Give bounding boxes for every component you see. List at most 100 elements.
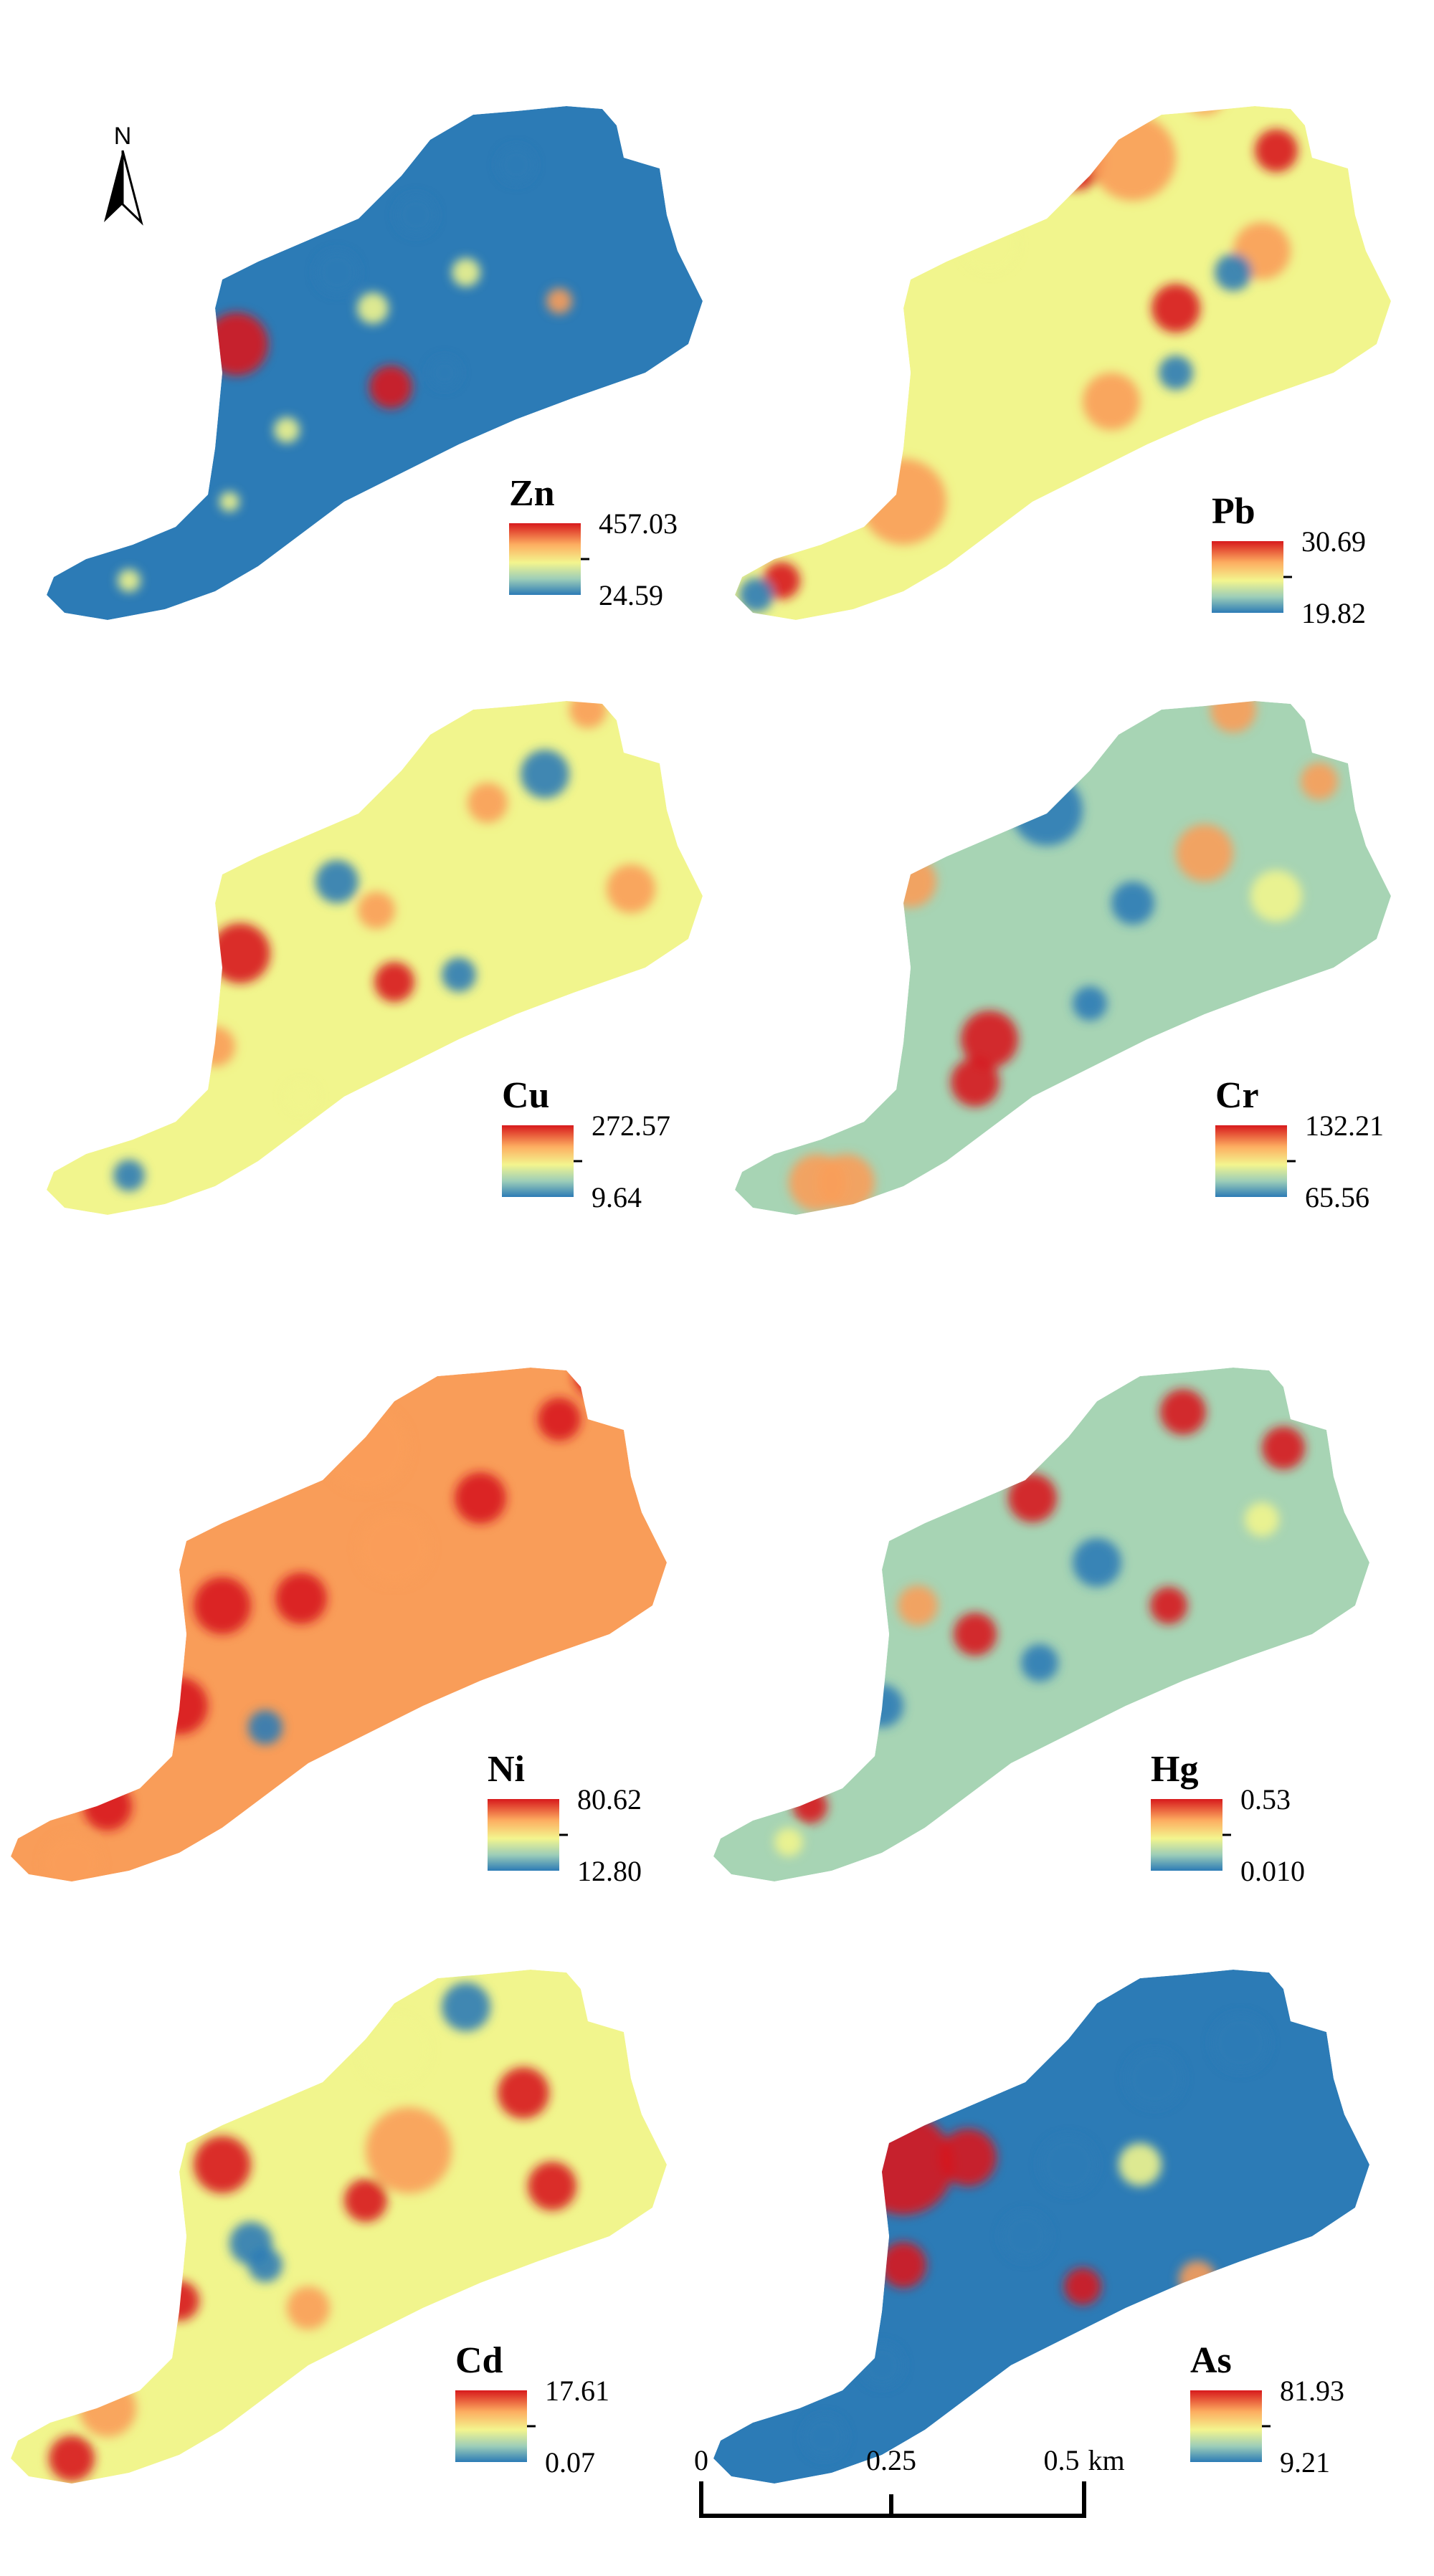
hotspot-pb-0 — [1047, 133, 1104, 190]
north-arrow: N — [104, 123, 143, 226]
hotspot-cd-9 — [49, 2436, 95, 2481]
hotspot-hg-6 — [1073, 1538, 1121, 1587]
hotspot-hg-0 — [1160, 1389, 1206, 1435]
hotspot-as-9 — [1212, 2014, 1269, 2071]
hotspot-pb-11 — [1083, 373, 1140, 430]
hotspot-cu-9 — [113, 1160, 145, 1191]
hotspot-cr-11 — [1250, 870, 1302, 922]
concentration-field-cr — [735, 701, 1391, 1215]
north-arrow-icon — [104, 151, 123, 222]
hotspot-as-2 — [880, 2242, 926, 2288]
hotspot-hg-3 — [1008, 1474, 1057, 1522]
hotspot-cu-8 — [195, 1026, 235, 1067]
scale-tick-05: 0.5 km — [1043, 2444, 1124, 2476]
map-panel-pb: Pb 30.69 19.82 — [735, 106, 1391, 629]
hotspot-hg-10 — [1021, 1644, 1058, 1681]
map-panel-cu: Cu 272.57 9.64 — [47, 701, 703, 1215]
hotspot-ni-11 — [83, 1782, 132, 1831]
legend-zn: Zn 457.03 24.59 — [509, 473, 678, 611]
hotspot-pb-9 — [961, 215, 1018, 272]
scale-line — [699, 2481, 1086, 2518]
hotspot-cd-3 — [498, 2067, 549, 2119]
hotspot-zn-9 — [118, 569, 141, 592]
legend-max-cd: 17.61 — [545, 2375, 609, 2407]
hotspot-pb-3 — [1255, 129, 1298, 172]
color-ramp-cu — [502, 1125, 574, 1197]
legend-cr: Cr 132.21 65.56 — [1215, 1075, 1384, 1213]
color-ramp-cd — [455, 2390, 527, 2462]
concentration-field-ni — [11, 1368, 667, 1881]
hotspot-pb-7 — [739, 578, 774, 612]
hotspot-zn-1 — [369, 366, 412, 409]
legend-min-cr: 65.56 — [1305, 1181, 1369, 1213]
legend-max-cr: 132.21 — [1305, 1110, 1384, 1142]
legend-ni: Ni 80.62 12.80 — [488, 1749, 642, 1887]
hotspot-cr-0 — [961, 1011, 1018, 1068]
hotspot-zn-7 — [396, 195, 436, 235]
hotspot-as-0 — [853, 2114, 954, 2215]
concentration-field-pb — [735, 106, 1391, 620]
map-panel-cd: Cd 17.61 0.07 — [11, 1970, 667, 2484]
legend-min-as: 9.21 — [1280, 2446, 1330, 2479]
hotspot-hg-11 — [774, 1828, 803, 1856]
hotspot-ni-0 — [172, 1412, 229, 1469]
hotspot-cd-7 — [248, 2248, 282, 2282]
color-ramp-ni — [488, 1799, 559, 1871]
hotspot-ni-10 — [248, 1710, 282, 1745]
map-panel-as: As 81.93 9.21 — [713, 1970, 1369, 2484]
element-label-cr: Cr — [1215, 1075, 1259, 1116]
hotspot-cu-3 — [467, 783, 508, 823]
element-label-hg: Hg — [1151, 1749, 1198, 1790]
hotspot-cd-2 — [366, 2107, 452, 2193]
hotspot-hg-2 — [1245, 1502, 1279, 1537]
legend-min-cd: 0.07 — [545, 2446, 595, 2479]
hotspot-ni-4 — [538, 1398, 581, 1441]
map-panel-cr: Cr 132.21 65.56 — [735, 701, 1391, 1215]
north-label: N — [114, 123, 132, 150]
color-ramp-cr — [1215, 1125, 1287, 1197]
hotspot-cu-10 — [442, 958, 476, 992]
legend-max-as: 81.93 — [1280, 2375, 1344, 2407]
hotspot-pb-5 — [1215, 254, 1252, 291]
hotspot-ni-1 — [239, 1401, 291, 1452]
hotspot-cu-7 — [607, 864, 655, 913]
hotspot-zn-2 — [357, 292, 389, 324]
map-panel-zn: Zn 457.03 24.59 — [47, 106, 703, 620]
hotspot-ni-12 — [43, 1835, 100, 1881]
hotspot-zn-4 — [546, 288, 572, 314]
legend-max-zn: 457.03 — [599, 507, 678, 540]
legend-cu: Cu 272.57 9.64 — [502, 1075, 670, 1213]
element-label-cu: Cu — [502, 1075, 549, 1116]
scale-tick-025: 0.25 — [866, 2444, 916, 2476]
hotspot-cr-8 — [1073, 986, 1107, 1021]
color-ramp-as — [1190, 2390, 1262, 2462]
hotspot-pb-8 — [860, 459, 946, 545]
hotspot-ni-7 — [275, 1573, 327, 1624]
element-label-zn: Zn — [509, 473, 555, 514]
hotspot-hg-1 — [1262, 1426, 1305, 1469]
map-panel-ni: Ni 80.62 12.80 — [11, 1368, 667, 1887]
hotspot-hg-7 — [1150, 1587, 1187, 1624]
hotspot-cu-4 — [521, 750, 569, 798]
concentration-field-cu — [47, 701, 703, 1215]
hotspot-as-7 — [1001, 2212, 1050, 2261]
hotspot-cd-6 — [159, 2281, 199, 2321]
legend-cd: Cd 17.61 0.07 — [455, 2340, 609, 2479]
hotspot-as-4 — [1179, 2261, 1216, 2298]
hotspot-cd-4 — [528, 2162, 576, 2210]
element-label-ni: Ni — [488, 1749, 525, 1790]
hotspot-cu-2 — [358, 892, 395, 929]
hotspot-cu-1 — [374, 962, 414, 1002]
hotspot-ni-8 — [358, 1512, 430, 1584]
hotspot-cd-8 — [79, 2380, 136, 2437]
hotspot-cr-3 — [1210, 701, 1256, 733]
hotspot-hg-9 — [860, 1684, 903, 1727]
hotspot-cr-2 — [885, 856, 936, 907]
legend-min-zn: 24.59 — [599, 579, 663, 611]
hotspot-cr-1 — [951, 1058, 999, 1107]
hotspot-as-11 — [860, 2344, 903, 2387]
hotspot-zn-8 — [498, 146, 535, 183]
hotspot-ni-2 — [323, 1405, 409, 1491]
hotspot-cd-12 — [442, 1983, 490, 2031]
hotspot-as-6 — [1040, 2136, 1097, 2193]
